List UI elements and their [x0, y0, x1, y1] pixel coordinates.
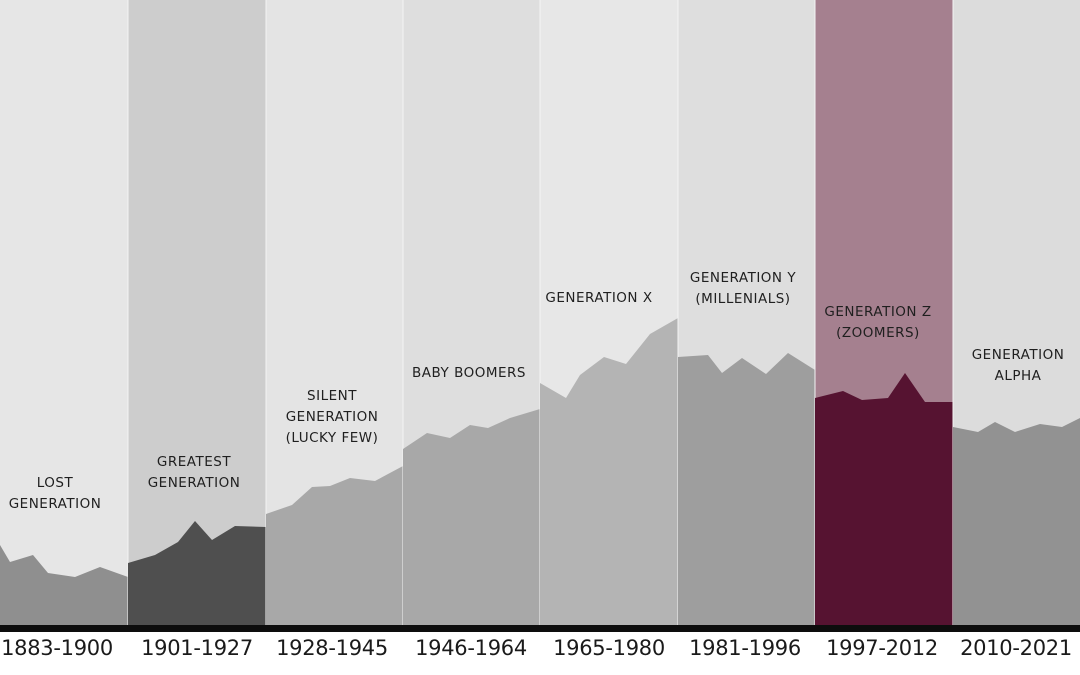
generation-name-greatest-generation: GREATEST GENERATION [148, 452, 241, 494]
generation-name-line: (MILLENIALS) [695, 291, 791, 307]
generation-name-line: GENERATION [147, 475, 241, 491]
band-background-lost-generation [0, 0, 128, 626]
year-range-lost-generation: 1883-1900 [1, 636, 113, 660]
generation-name-line: GENERATION [8, 496, 102, 512]
band-silhouette-generation-alpha [953, 418, 1080, 626]
year-range-generation-x: 1965-1980 [553, 636, 665, 660]
generation-name-line: ALPHA [994, 368, 1042, 384]
generation-name-silent-generation-lucky-few: SILENT GENERATION (LUCKY FEW) [286, 386, 379, 449]
generation-name-line: GENERATION [971, 347, 1065, 363]
year-range-generation-alpha: 2010-2021 [960, 636, 1072, 660]
year-range-silent-generation-lucky-few: 1928-1945 [276, 636, 388, 660]
generation-name-generation-y-millenials: GENERATION Y (MILLENIALS) [690, 268, 796, 310]
band-silhouette-lost-generation [0, 545, 128, 626]
generation-name-line: SILENT [307, 388, 357, 404]
year-range-generation-z-zoomers: 1997-2012 [826, 636, 938, 660]
band-background-greatest-generation [128, 0, 266, 626]
generation-name-generation-x: GENERATION X [545, 288, 652, 309]
generation-name-lost-generation: LOST GENERATION [9, 473, 102, 515]
year-range-baby-boomers: 1946-1964 [415, 636, 527, 660]
generation-name-generation-z-zoomers: GENERATION Z (ZOOMERS) [824, 302, 931, 344]
band-silhouette-generation-z-zoomers [815, 373, 953, 626]
generation-name-generation-alpha: GENERATION ALPHA [972, 345, 1065, 387]
generation-name-line: GENERATION Y [689, 270, 797, 286]
generation-name-line: GREATEST [156, 454, 232, 470]
year-range-generation-y-millenials: 1981-1996 [689, 636, 801, 660]
band-silhouette-generation-x [540, 318, 678, 626]
year-range-greatest-generation: 1901-1927 [141, 636, 253, 660]
generation-name-line: BABY BOOMERS [412, 365, 526, 381]
band-silhouette-baby-boomers [403, 409, 540, 626]
generation-name-line: GENERATION [285, 409, 379, 425]
band-silhouette-greatest-generation [128, 521, 266, 626]
generation-name-line: (ZOOMERS) [836, 325, 920, 341]
timeline-axis [0, 625, 1080, 632]
generation-name-line: GENERATION X [545, 290, 653, 306]
generation-name-baby-boomers: BABY BOOMERS [412, 363, 526, 384]
generation-name-line: (LUCKY FEW) [285, 430, 379, 446]
band-silhouette-silent-generation-lucky-few [266, 466, 403, 626]
generation-name-line: LOST [36, 475, 74, 491]
band-silhouette-generation-y-millenials [678, 353, 815, 626]
generation-name-line: GENERATION Z [824, 304, 932, 320]
